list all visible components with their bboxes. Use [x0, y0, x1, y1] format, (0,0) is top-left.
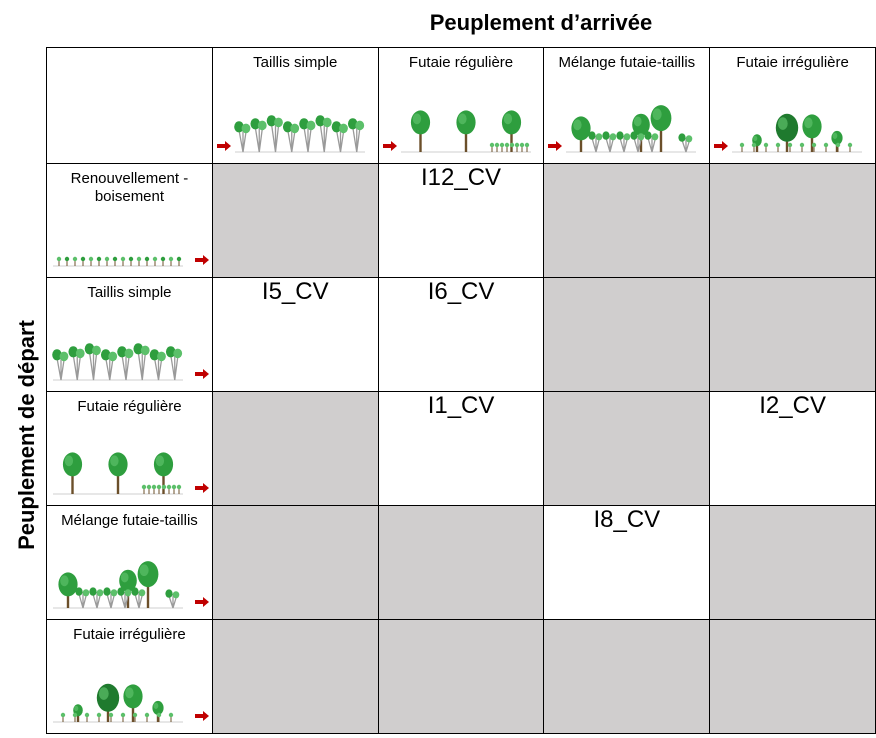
matrix-cell [377, 505, 545, 620]
row-header-futaie-reguliere: Futaie régulière [46, 391, 213, 506]
matrix-row: Futaie régulière I1_CV I2_CV [46, 391, 876, 506]
melange-futaie-taillis-icon [47, 546, 212, 619]
taillis-simple-icon [213, 90, 378, 163]
column-header-futaie-irreguliere: Futaie irrégulière [709, 47, 876, 164]
column-header-label: Mélange futaie-taillis [558, 54, 696, 71]
matrix-cell: I8_CV [543, 505, 711, 620]
column-header-label: Futaie irrégulière [736, 54, 849, 71]
matrix-cell [211, 619, 379, 734]
futaie-irreguliere-icon [47, 660, 212, 733]
taillis-simple-icon [47, 318, 212, 391]
header-row: Taillis simple Futaie régulière Mélange … [46, 47, 876, 164]
row-header-taillis-simple: Taillis simple [46, 277, 213, 392]
transition-matrix: Taillis simple Futaie régulière Mélange … [46, 47, 876, 734]
futaie-irreguliere-icon [710, 90, 875, 163]
matrix-cell [709, 277, 876, 392]
matrix-cell [543, 391, 711, 506]
row-axis-title-wrap: Peuplement de départ [12, 290, 42, 580]
matrix-row: Mélange futaie-taillis I8_CV [46, 505, 876, 620]
futaie-reguliere-icon [47, 432, 212, 505]
matrix-cell: I6_CV [377, 277, 545, 392]
matrix-cell [543, 163, 711, 278]
column-axis-title: Peuplement d’arrivée [429, 10, 653, 35]
row-header-label: Renouvellement - boisement [70, 170, 189, 205]
row-header-melange-futaie-taillis: Mélange futaie-taillis [46, 505, 213, 620]
matrix-cell [211, 391, 379, 506]
matrix-cell [211, 505, 379, 620]
row-header-futaie-irreguliere: Futaie irrégulière [46, 619, 213, 734]
matrix-row: Futaie irrégulière [46, 619, 876, 734]
corner-cell [46, 47, 213, 164]
row-header-label: Futaie irrégulière [73, 626, 186, 643]
renouvellement-boisement-icon [47, 204, 212, 277]
column-header-taillis-simple: Taillis simple [211, 47, 379, 164]
column-header-label: Taillis simple [253, 54, 338, 71]
column-header-label: Futaie régulière [408, 54, 514, 71]
row-header-label: Mélange futaie-taillis [61, 512, 198, 529]
futaie-reguliere-icon [379, 90, 544, 163]
matrix-cell [709, 163, 876, 278]
row-header-label: Futaie régulière [77, 398, 182, 415]
row-header-renouvellement-boisement: Renouvellement - boisement [46, 163, 213, 278]
matrix-cell [709, 619, 876, 734]
column-header-melange-futaie-taillis: Mélange futaie-taillis [543, 47, 711, 164]
matrix-cell: I5_CV [211, 277, 379, 392]
matrix-cell: I2_CV [709, 391, 876, 506]
matrix-cell [543, 277, 711, 392]
melange-futaie-taillis-icon [544, 90, 709, 163]
matrix-cell [709, 505, 876, 620]
row-axis-title: Peuplement de départ [14, 320, 39, 550]
matrix-row: Renouvellement - boisement I12_CV [46, 163, 876, 278]
column-header-futaie-reguliere: Futaie régulière [377, 47, 545, 164]
matrix-row: Taillis simple I5_CV I6_CV [46, 277, 876, 392]
matrix-cell [543, 619, 711, 734]
matrix-cell [211, 163, 379, 278]
matrix-cell: I12_CV [377, 163, 545, 278]
matrix-cell [377, 619, 545, 734]
matrix-cell: I1_CV [377, 391, 545, 506]
row-header-label: Taillis simple [87, 284, 172, 301]
